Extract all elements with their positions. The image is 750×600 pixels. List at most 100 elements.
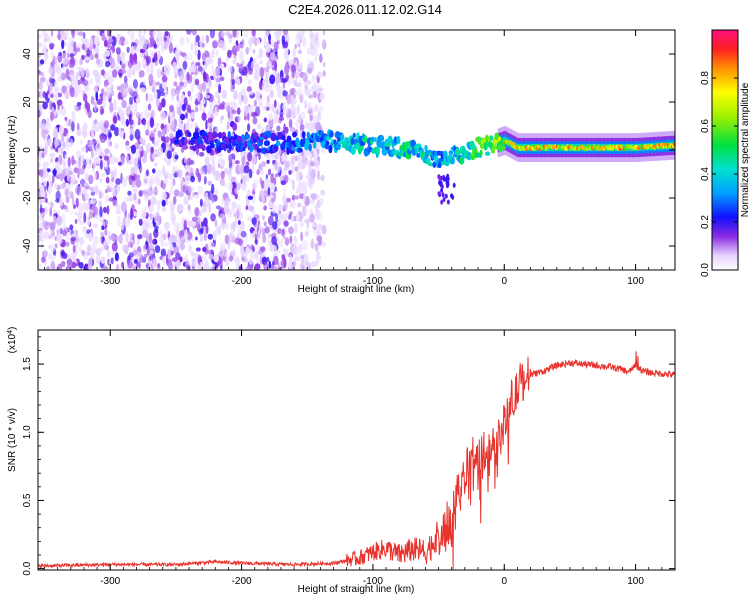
spectrogram-noise-speck xyxy=(180,231,185,237)
spectrogram-noise-speck xyxy=(311,194,317,201)
spectrogram-noise-speck xyxy=(211,183,215,194)
spectrogram-noise-speck xyxy=(137,234,143,240)
spectrogram-noise-speck xyxy=(111,242,118,252)
spectrogram-noise-speck xyxy=(60,260,66,268)
spectrogram-noise-speck xyxy=(291,163,295,174)
spectrogram-noise-speck xyxy=(157,263,161,269)
spectrogram-ridge-blob xyxy=(249,144,254,153)
spectrogram-noise-speck xyxy=(257,123,261,130)
spectrogram-noise-speck xyxy=(292,198,296,209)
spectrogram-noise-speck xyxy=(268,233,271,238)
spectrogram-noise-speck xyxy=(187,231,193,241)
spectrogram-noise-speck xyxy=(261,105,267,111)
spectrogram-noise-speck xyxy=(141,209,147,220)
spectrogram-noise-speck xyxy=(50,260,56,270)
spectrogram-ridge-blob xyxy=(500,145,506,150)
spectrogram-noise-speck xyxy=(242,95,248,105)
spectrogram-noise-speck xyxy=(77,185,81,194)
spectrogram-noise-speck xyxy=(301,35,306,46)
spectrogram-noise-speck xyxy=(205,34,210,44)
spectrogram-noise-speck xyxy=(229,255,233,262)
spectrogram-noise-speck xyxy=(61,39,65,50)
spectrogram-ridge-blob xyxy=(350,137,355,146)
spectrogram-noise-speck xyxy=(149,130,156,138)
spectrogram-noise-speck xyxy=(293,155,296,163)
spectrogram-noise-speck xyxy=(38,42,43,48)
spectrogram-x-tick-label: -100 xyxy=(363,276,383,287)
spectrogram-noise-speck xyxy=(293,56,297,64)
spectrogram-noise-speck xyxy=(215,77,222,83)
spectrogram-noise-speck xyxy=(253,99,258,107)
spectrogram-noise-speck xyxy=(139,111,144,120)
spectrogram-noise-speck xyxy=(150,195,157,206)
spectrogram-noise-speck xyxy=(101,173,106,177)
spectrogram-noise-speck xyxy=(140,87,146,93)
spectrogram-noise-speck xyxy=(272,221,278,230)
spectrogram-noise-speck xyxy=(96,30,101,36)
snr-multiplier: (x104) xyxy=(7,327,19,354)
spectrogram-noise-speck xyxy=(154,187,158,193)
spectrogram-noise-speck xyxy=(175,85,181,91)
spectrogram-noise-speck xyxy=(53,127,58,132)
spectrogram-noise-speck xyxy=(297,114,302,123)
spectrogram-noise-speck xyxy=(127,254,131,261)
spectrogram-x-label: Height of straight line (km) xyxy=(298,284,415,295)
spectrogram-noise-speck xyxy=(183,156,187,164)
spectrogram-noise-speck xyxy=(105,176,110,184)
spectrogram-noise-speck xyxy=(294,166,299,172)
spectrogram-noise-speck xyxy=(194,194,199,199)
spectrogram-noise-speck xyxy=(275,213,278,223)
spectrogram-noise-speck xyxy=(169,34,174,44)
spectrogram-noise-speck xyxy=(250,244,254,251)
snr-y-ticks: 0.0 0.5 1.0 1.5 xyxy=(22,336,675,576)
spectrogram-noise-speck xyxy=(64,153,68,159)
spectrogram-noise-speck xyxy=(49,89,53,95)
snr-x-tick-label: -100 xyxy=(363,576,383,587)
spectrogram-y-label: Frequency (Hz) xyxy=(7,116,18,185)
spectrogram-noise-speck xyxy=(304,205,307,215)
spectrogram-noise-speck xyxy=(75,242,79,248)
spectrogram-noise-speck xyxy=(318,223,323,230)
spectrogram-noise-speck xyxy=(317,71,322,79)
spectrogram-noise-speck xyxy=(248,38,252,43)
spectrogram-noise-speck xyxy=(81,178,85,188)
snr-x-tick-label: 100 xyxy=(627,576,644,587)
spectrogram-noise-speck xyxy=(254,69,259,78)
spectrogram-noise-speck xyxy=(198,210,202,217)
spectrogram-noise-speck xyxy=(110,124,116,131)
spectrogram-noise-speck xyxy=(143,59,147,70)
spectrogram-noise-speck xyxy=(110,257,114,265)
spectrogram-noise-speck xyxy=(316,40,320,48)
spectrogram-noise-speck xyxy=(134,63,140,72)
spectrogram-noise-speck xyxy=(127,190,132,196)
spectrogram-noise-speck xyxy=(130,166,136,177)
spectrogram-tail-blob xyxy=(440,188,444,193)
spectrogram-noise-speck xyxy=(215,205,222,210)
spectrogram-noise-speck xyxy=(195,167,200,178)
spectrogram-noise-speck xyxy=(157,50,161,60)
spectrogram-noise-speck xyxy=(261,84,267,91)
spectrogram-noise-speck xyxy=(114,126,120,137)
spectrogram-x-tick-label: 0 xyxy=(501,276,507,287)
spectrogram-noise-speck xyxy=(154,245,161,254)
spectrogram-noise-speck xyxy=(205,94,211,99)
spectrogram-noise-speck xyxy=(99,236,103,245)
spectrogram-noise-speck xyxy=(147,85,151,90)
spectrogram-noise-speck xyxy=(58,125,65,135)
spectrogram-noise-speck xyxy=(113,101,118,112)
spectrogram-noise-speck xyxy=(205,260,209,268)
spectrogram-noise-speck xyxy=(122,88,129,95)
spectrogram-noise-speck xyxy=(105,165,108,170)
spectrogram-noise-speck xyxy=(205,224,209,235)
spectrogram-noise-speck xyxy=(294,195,299,200)
spectrogram-noise-speck xyxy=(253,251,260,261)
spectrogram-noise-speck xyxy=(178,100,182,107)
spectrogram-noise-speck xyxy=(214,219,218,228)
spectrogram-noise-speck xyxy=(159,228,163,238)
spectrogram-ridge-blob xyxy=(379,135,384,142)
spectrogram-noise-speck xyxy=(245,46,250,55)
spectrogram-noise-speck xyxy=(228,173,232,179)
spectrogram-noise-speck xyxy=(247,91,254,96)
spectrogram-noise-speck xyxy=(190,175,196,183)
spectrogram-noise-speck xyxy=(57,109,61,116)
